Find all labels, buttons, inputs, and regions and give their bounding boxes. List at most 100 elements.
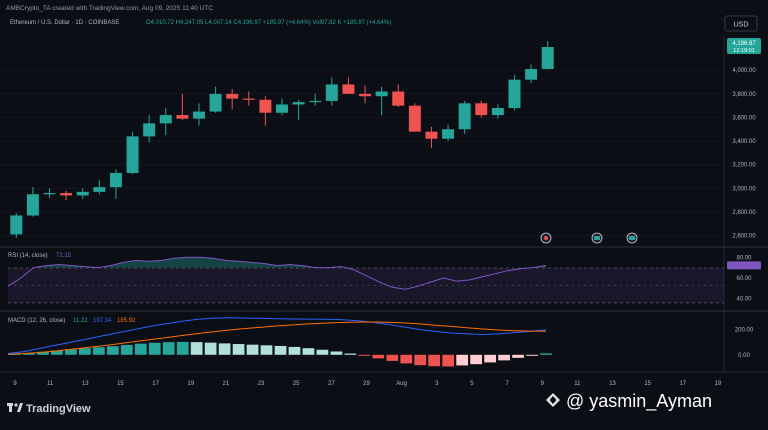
time-axis: 9 11 13 15 17 19 21 23 25 27 29 Aug 3 5 7 9 11 13 15 17 19 <box>13 381 722 387</box>
time-tick-label: 17 <box>152 381 159 387</box>
macd-histogram-bar <box>414 354 427 366</box>
price-tick-label: 3,600.00 <box>732 115 756 121</box>
time-tick-label: 27 <box>328 381 335 387</box>
candle <box>442 124 455 142</box>
rsi-tick-label: 60.00 <box>736 276 752 282</box>
time-tick-label: 9 <box>13 381 17 387</box>
created-by-text: AMBCrypto_TA created with TradingView.co… <box>6 5 213 12</box>
time-tick-label: 7 <box>505 381 509 387</box>
candle-body <box>192 111 205 119</box>
candle-body <box>541 46 554 69</box>
macd-histogram-bar <box>428 354 441 367</box>
candle <box>359 85 372 104</box>
candle-body <box>425 131 438 139</box>
candle <box>309 93 322 106</box>
candle <box>292 99 305 120</box>
rsi-value-tag <box>727 261 761 270</box>
candle-body <box>93 187 106 192</box>
tradingview-logo[interactable]: TradingView <box>7 403 91 415</box>
ohlc-readout: O4,010.72 H4,247.05 L4,007.14 C4,196.97 … <box>146 20 391 26</box>
time-tick-label: 19 <box>187 381 194 387</box>
rsi-tick-label: 80.00 <box>736 255 752 261</box>
candle-body <box>309 100 322 103</box>
time-tick-label: 29 <box>363 381 370 387</box>
candle-body <box>359 93 372 97</box>
macd-histogram-bar <box>442 354 455 367</box>
macd-histogram-bar <box>218 343 231 355</box>
candle-body <box>375 91 388 97</box>
candle <box>392 84 405 107</box>
candle-body <box>26 194 39 216</box>
candle <box>375 86 388 116</box>
candle <box>508 74 521 111</box>
price-tick-label: 2,800.00 <box>732 210 756 216</box>
macd-line <box>7 317 547 354</box>
macd-histogram-bar <box>246 344 259 355</box>
candle-body <box>76 191 89 196</box>
macd-histogram-bar <box>372 354 385 359</box>
macd-signal-value: 185.92 <box>117 318 136 324</box>
candle-body <box>491 108 504 116</box>
macd-histogram-bar <box>260 345 273 355</box>
event-marker-2[interactable] <box>591 232 603 244</box>
candle-body <box>126 136 139 173</box>
candle <box>109 169 122 199</box>
currency-button[interactable] <box>724 15 758 32</box>
price-tag-value: 4,196.97 <box>732 41 756 47</box>
watermark: @ yasmin_Ayman <box>546 391 712 412</box>
candle <box>159 108 172 136</box>
time-tick-label: 25 <box>293 381 300 387</box>
time-tick-label: 11 <box>574 381 581 387</box>
rsi-line <box>7 256 547 290</box>
macd-hist-value: 11.22 <box>73 318 88 324</box>
event-marker-1[interactable] <box>540 232 552 244</box>
price-tick-label: 4,000.00 <box>732 68 756 74</box>
macd-histogram-bar <box>540 353 552 355</box>
candle <box>126 131 139 175</box>
candle-body <box>143 123 156 137</box>
candle-body <box>292 102 305 105</box>
candle <box>143 115 156 143</box>
macd-pane <box>7 317 552 367</box>
macd-signal-line <box>7 321 547 355</box>
macd-histogram-bar <box>148 342 161 355</box>
macd-tick-label: 200.00 <box>735 327 754 333</box>
candles <box>10 41 554 238</box>
rsi-value: 72.15 <box>56 253 72 259</box>
watermark-text: @ yasmin_Ayman <box>566 391 712 412</box>
macd-histogram-bar <box>316 349 329 355</box>
time-tick-label: 15 <box>117 381 124 387</box>
candle-body <box>508 79 521 109</box>
macd-histogram-bar <box>176 341 189 355</box>
rsi-band <box>8 268 724 303</box>
candle-body <box>442 129 455 139</box>
macd-histogram-bar <box>204 342 217 355</box>
macd-histogram-bar <box>344 353 357 355</box>
rsi-overbought-fill <box>8 257 546 268</box>
macd-tick-label: 0.00 <box>738 353 750 359</box>
candle-body <box>176 115 189 119</box>
candle <box>541 41 554 70</box>
diamond-logo-icon <box>546 393 560 407</box>
time-tick-label: 9 <box>541 381 545 387</box>
time-tick-label: 19 <box>715 381 722 387</box>
macd-axis: 200.00 0.00 <box>735 327 754 358</box>
macd-histogram-bar <box>9 354 21 355</box>
macd-histogram-bar <box>162 342 175 355</box>
price-tag-countdown: 12:19:01 <box>733 48 754 54</box>
time-tick-label: 21 <box>223 381 230 387</box>
candle-body <box>475 103 488 116</box>
event-marker-3[interactable] <box>626 232 638 244</box>
candle-body <box>525 69 538 80</box>
price-tick-label: 3,400.00 <box>732 139 756 145</box>
time-tick-label: 5 <box>470 381 474 387</box>
price-tick-label: 3,200.00 <box>732 163 756 169</box>
macd-histogram-bar <box>498 354 510 361</box>
candle-body <box>60 193 73 196</box>
macd-histogram-bar <box>78 348 91 355</box>
rsi-pane <box>7 256 547 290</box>
price-tick-label: 3,000.00 <box>732 186 756 192</box>
candle-body <box>325 84 338 101</box>
macd-histogram-bar <box>484 354 496 363</box>
